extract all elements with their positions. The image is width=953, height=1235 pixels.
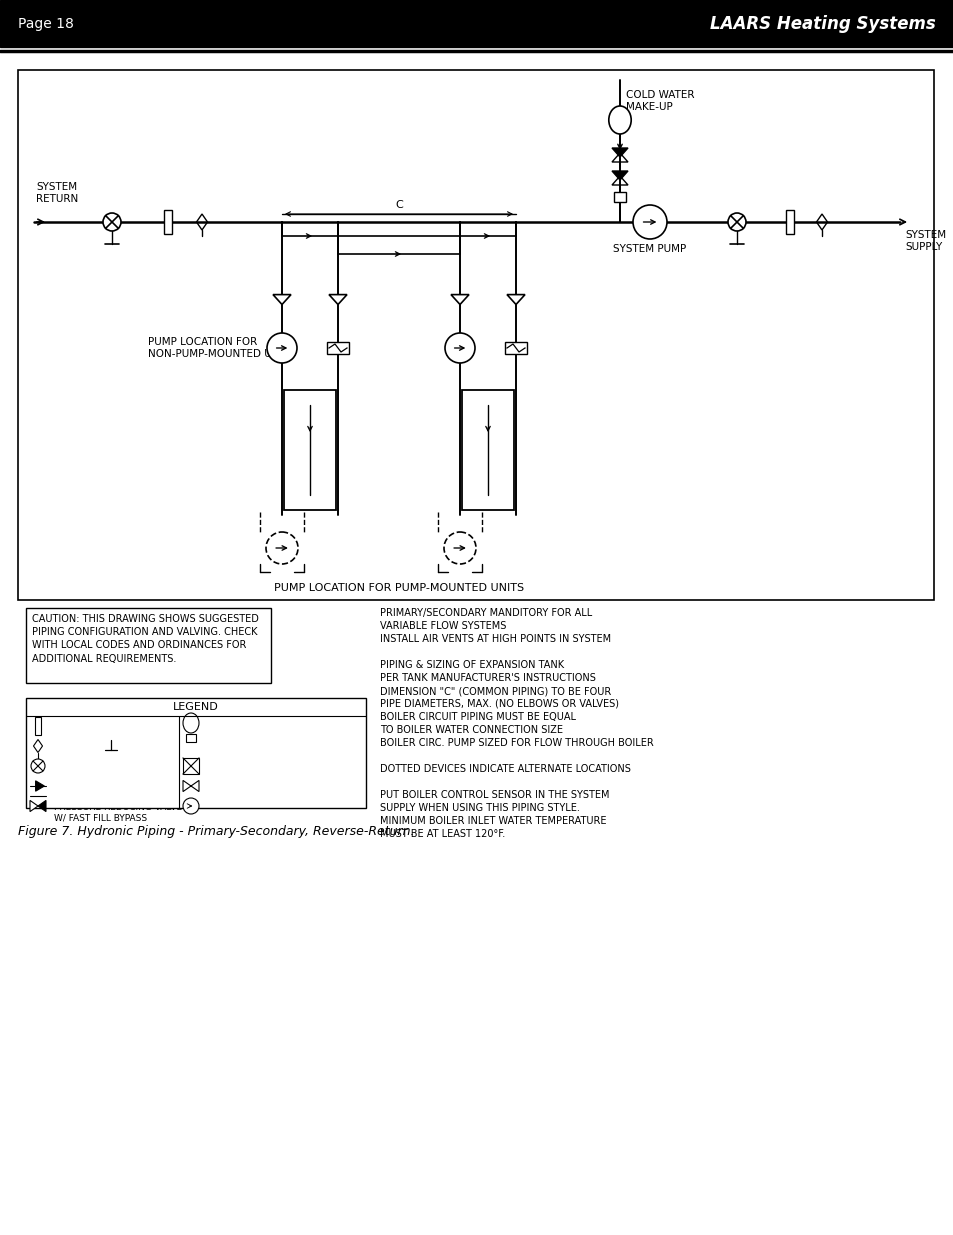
Text: CAUTION: THIS DRAWING SHOWS SUGGESTED
PIPING CONFIGURATION AND VALVING. CHECK
WI: CAUTION: THIS DRAWING SHOWS SUGGESTED PI… [32, 614, 258, 663]
Bar [785, 210, 793, 233]
Text: LAARS Heating Systems: LAARS Heating Systems [709, 15, 935, 33]
Circle shape [727, 212, 745, 231]
Bar [183, 758, 199, 774]
Bar [26, 608, 271, 683]
Bar [18, 70, 933, 600]
Text: PIPING & SIZING OF EXPANSION TANK
PER TANK MANUFACTURER'S INSTRUCTIONS: PIPING & SIZING OF EXPANSION TANK PER TA… [379, 659, 596, 683]
Bar [284, 390, 335, 510]
Bar [327, 342, 349, 354]
Bar [614, 191, 625, 203]
Text: PRESSURE REDUCING VALVE
W/ FAST FILL BYPASS: PRESSURE REDUCING VALVE W/ FAST FILL BYP… [54, 803, 182, 823]
Polygon shape [273, 295, 291, 305]
Text: GLOBE VALVE: GLOBE VALVE [54, 762, 114, 771]
Text: C: C [395, 200, 402, 210]
Bar [26, 698, 366, 808]
Text: DOTTED DEVICES INDICATE ALTERNATE LOCATIONS: DOTTED DEVICES INDICATE ALTERNATE LOCATI… [379, 764, 630, 774]
Circle shape [30, 760, 45, 773]
Circle shape [267, 333, 296, 363]
Text: Figure 7. Hydronic Piping - Primary-Secondary, Reverse-Return.: Figure 7. Hydronic Piping - Primary-Seco… [18, 825, 414, 839]
Circle shape [633, 205, 666, 240]
Bar [164, 210, 172, 233]
Circle shape [266, 532, 297, 564]
Ellipse shape [608, 106, 631, 135]
Text: SYSTEM
SUPPLY: SYSTEM SUPPLY [904, 230, 945, 252]
Polygon shape [38, 800, 46, 811]
Text: VALVE: VALVE [207, 782, 234, 790]
Text: BOILER CIRCUIT PIPING MUST BE EQUAL
TO BOILER WATER CONNECTION SIZE: BOILER CIRCUIT PIPING MUST BE EQUAL TO B… [379, 713, 576, 735]
Circle shape [103, 212, 121, 231]
Polygon shape [329, 295, 347, 305]
Bar [186, 734, 195, 742]
Text: COLD WATER
MAKE-UP: COLD WATER MAKE-UP [625, 90, 694, 111]
Polygon shape [612, 148, 627, 157]
Bar [0, 0, 953, 47]
Polygon shape [612, 170, 627, 180]
Polygon shape [35, 781, 45, 792]
Text: PUT BOILER CONTROL SENSOR IN THE SYSTEM
SUPPLY WHEN USING THIS PIPING STYLE.: PUT BOILER CONTROL SENSOR IN THE SYSTEM … [379, 790, 609, 813]
Bar [461, 390, 514, 510]
Text: INSTALL AIR VENTS AT HIGH POINTS IN SYSTEM: INSTALL AIR VENTS AT HIGH POINTS IN SYST… [379, 634, 611, 643]
Text: Page 18: Page 18 [18, 17, 73, 31]
Text: DIMENSION "C" (COMMON PIPING) TO BE FOUR
PIPE DIAMETERS, MAX. (NO ELBOWS OR VALV: DIMENSION "C" (COMMON PIPING) TO BE FOUR… [379, 685, 618, 709]
Polygon shape [183, 781, 199, 792]
Polygon shape [451, 295, 469, 305]
Circle shape [443, 532, 476, 564]
Bar [504, 342, 526, 354]
Polygon shape [30, 800, 38, 811]
Text: EXPANSION TANK
WITH AIR SCOOP AND
AUTO AIR VENT: EXPANSION TANK WITH AIR SCOOP AND AUTO A… [207, 718, 305, 748]
Text: LEGEND: LEGEND [172, 701, 218, 713]
Text: TEMPERATURE
SENSOR: TEMPERATURE SENSOR [54, 743, 118, 762]
Text: THERMOMETER: THERMOMETER [54, 721, 123, 730]
Circle shape [444, 333, 475, 363]
Bar [35, 718, 41, 735]
Text: SYSTEM
RETURN: SYSTEM RETURN [36, 183, 78, 204]
Text: PUMP: PUMP [207, 802, 232, 810]
Text: 3-WAY VALVE: 3-WAY VALVE [207, 762, 265, 771]
Text: CHECK VALVE: CHECK VALVE [54, 782, 115, 790]
Text: PRIMARY/SECONDARY MANDITORY FOR ALL
VARIABLE FLOW SYSTEMS: PRIMARY/SECONDARY MANDITORY FOR ALL VARI… [379, 608, 592, 631]
Text: BOILER CIRC. PUMP SIZED FOR FLOW THROUGH BOILER: BOILER CIRC. PUMP SIZED FOR FLOW THROUGH… [379, 739, 653, 748]
Text: PUMP LOCATION FOR PUMP-MOUNTED UNITS: PUMP LOCATION FOR PUMP-MOUNTED UNITS [274, 583, 523, 593]
Circle shape [183, 798, 199, 814]
Text: PUMP LOCATION FOR
NON-PUMP-MOUNTED UNITS: PUMP LOCATION FOR NON-PUMP-MOUNTED UNITS [148, 337, 295, 359]
Text: MINIMUM BOILER INLET WATER TEMPERATURE
MUST BE AT LEAST 120°F.: MINIMUM BOILER INLET WATER TEMPERATURE M… [379, 816, 606, 839]
Ellipse shape [183, 713, 199, 734]
Polygon shape [506, 295, 524, 305]
Text: PURGE
VALVE: PURGE VALVE [119, 739, 150, 757]
Text: SYSTEM PUMP: SYSTEM PUMP [613, 245, 686, 254]
